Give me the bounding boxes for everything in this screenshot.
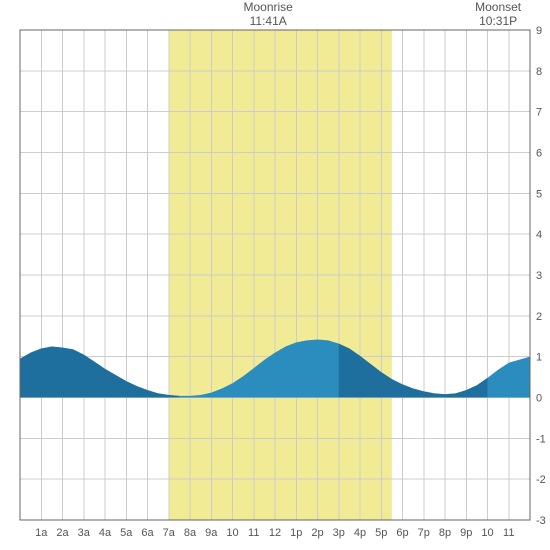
y-tick-label: 5	[536, 188, 542, 200]
y-tick-label: 9	[536, 25, 542, 37]
y-tick-label: 7	[536, 107, 542, 119]
x-tick-label: 1a	[35, 527, 48, 539]
x-tick-label: 2a	[56, 527, 69, 539]
x-tick-label: 1p	[290, 527, 302, 539]
y-tick-label: 6	[536, 148, 542, 160]
x-tick-label: 10	[226, 527, 238, 539]
x-tick-label: 3p	[333, 527, 345, 539]
grid	[20, 30, 530, 520]
x-tick-label: 9a	[205, 527, 218, 539]
x-tick-label: 5p	[375, 527, 387, 539]
x-tick-label: 4a	[99, 527, 112, 539]
y-tick-label: 3	[536, 270, 542, 282]
moonset-annotation: Moonset 10:31P	[468, 0, 528, 29]
moonrise-title: Moonrise	[238, 0, 298, 14]
moonrise-annotation: Moonrise 11:41A	[238, 0, 298, 29]
x-tick-label: 5a	[120, 527, 133, 539]
x-tick-label: 11	[503, 527, 514, 539]
y-tick-label: 0	[536, 393, 542, 405]
moonset-title: Moonset	[468, 0, 528, 14]
x-tick-label: 2p	[311, 527, 323, 539]
x-tick-label: 6p	[396, 527, 408, 539]
y-tick-label: 4	[536, 229, 542, 241]
chart-canvas: -3-2-101234567891a2a3a4a5a6a7a8a9a101112…	[0, 0, 550, 550]
x-tick-label: 11	[248, 527, 259, 539]
x-tick-label: 7a	[163, 527, 176, 539]
x-tick-label: 3a	[78, 527, 91, 539]
tide-front-0	[20, 346, 179, 397]
moonrise-time: 11:41A	[238, 14, 298, 28]
x-tick-label: 8p	[439, 527, 451, 539]
x-tick-label: 9p	[460, 527, 472, 539]
x-tick-label: 7p	[418, 527, 430, 539]
y-tick-label: 2	[536, 311, 542, 323]
y-tick-label: 8	[536, 66, 542, 78]
x-tick-label: 10	[481, 527, 493, 539]
y-tick-label: -3	[536, 515, 546, 527]
moonset-time: 10:31P	[468, 14, 528, 28]
y-tick-label: 1	[536, 352, 542, 364]
tide-chart: Moonrise 11:41A Moonset 10:31P -3-2-1012…	[0, 0, 550, 550]
x-tick-label: 6a	[141, 527, 154, 539]
x-tick-label: 4p	[354, 527, 366, 539]
x-tick-label: 8a	[184, 527, 197, 539]
x-tick-label: 12	[269, 527, 281, 539]
y-tick-label: -1	[536, 433, 546, 445]
y-tick-label: -2	[536, 474, 546, 486]
